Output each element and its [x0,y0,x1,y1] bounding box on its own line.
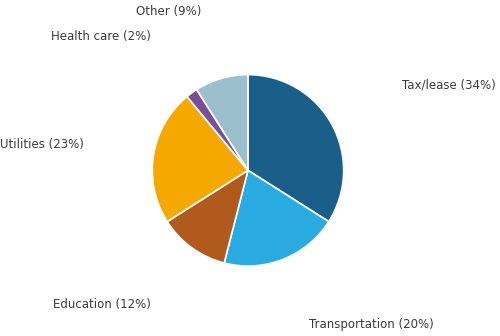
Text: Other (9%): Other (9%) [136,4,202,17]
Text: Transportation (20%): Transportation (20%) [309,318,434,331]
Text: Tax/lease (34%): Tax/lease (34%) [402,79,496,92]
Wedge shape [167,170,248,263]
Text: Utilities (23%): Utilities (23%) [0,138,84,151]
Wedge shape [187,89,248,170]
Text: Health care (2%): Health care (2%) [50,30,150,43]
Text: Education (12%): Education (12%) [52,298,150,311]
Wedge shape [224,170,329,266]
Wedge shape [196,75,248,170]
Wedge shape [248,75,344,222]
Wedge shape [152,96,248,222]
